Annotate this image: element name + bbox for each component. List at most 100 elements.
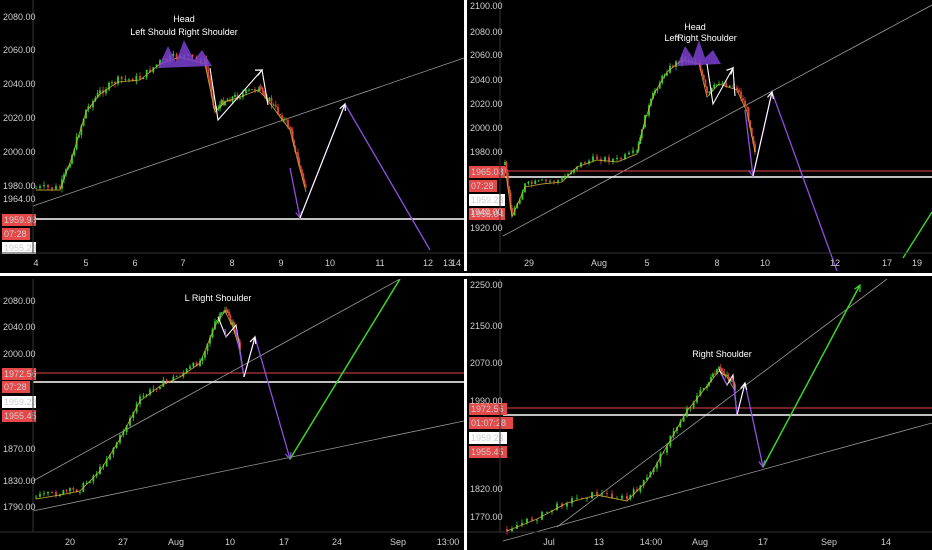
p1-candle [224, 101, 226, 106]
chart-panel-bottom-left[interactable]: L Right Shoulder 1972.56 07:28 1959.23 1955.… [0, 279, 464, 550]
x-tick-label: Aug [168, 537, 184, 547]
white-zigzag-arrow [706, 63, 736, 106]
p1-candle [73, 149, 76, 156]
price-tag-1955-45: 1955.45 [4, 411, 37, 421]
y-tick-label: 1964.00 [3, 194, 36, 204]
p1-candle [172, 53, 175, 56]
white-arrow-head [767, 90, 775, 99]
x-tick-label: 10 [325, 258, 335, 268]
p1-candle [139, 75, 141, 80]
p3-candle [239, 342, 241, 349]
upper-trendline [556, 279, 888, 528]
chart-panel-top-left[interactable]: Head Left Should Right Shoulder 1959.98 07:… [0, 0, 464, 271]
purple-arrow-stub [732, 378, 738, 416]
p1-candle [131, 78, 134, 82]
p1-candle [108, 82, 110, 90]
y-tick-label: 1830.00 [3, 476, 36, 486]
p3-candle [115, 442, 118, 449]
p4-candle [571, 498, 573, 504]
annotation-head: Head [173, 14, 195, 24]
p3-candle [35, 496, 37, 498]
p1-candle [277, 106, 279, 115]
p2-candle [584, 162, 586, 164]
p1-candle [155, 64, 158, 68]
p3-candle [145, 394, 148, 396]
p2-candle [656, 88, 659, 91]
x-tick-label: Sep [821, 537, 837, 547]
p3-candle [201, 357, 204, 361]
p1-candle [43, 185, 45, 187]
p3-candle [159, 386, 161, 390]
p2-candle [511, 207, 513, 216]
p3-candle [132, 412, 135, 419]
p1-candle [175, 53, 178, 58]
p4-candle [596, 491, 598, 495]
p1-moving-average [36, 56, 307, 193]
p2-candle [580, 162, 582, 167]
price-tag-1965-08: 1965.08 [471, 167, 504, 177]
p1-candle [135, 75, 138, 82]
p3-candle [155, 388, 158, 390]
chart-panel-top-right[interactable]: Head Left Right Shoulder 1965.08 07:28 1959.2… [467, 0, 932, 271]
p3-candle [152, 388, 155, 390]
p4-candle [566, 503, 568, 507]
p4-candle [581, 497, 583, 500]
p1-candle [258, 87, 261, 91]
p4-candle [731, 379, 734, 382]
green-projection-path [902, 211, 932, 259]
p2-candle [740, 91, 742, 99]
p1-candle [305, 186, 307, 187]
x-tick-label: 6 [132, 258, 137, 268]
purple-arrow-stub [720, 373, 728, 386]
p1-candle [71, 155, 73, 164]
countdown-tag-bg [2, 228, 30, 240]
y-tick-label: 2100.00 [470, 1, 503, 11]
chart-canvas-4[interactable]: Right Shoulder 1972.56 01:07:28 1959.23 1955… [467, 279, 932, 550]
p2-candle [702, 75, 705, 80]
p2-candle [549, 180, 551, 182]
p2-candle [706, 86, 708, 94]
trendline [502, 4, 932, 237]
p1-candle [259, 87, 262, 89]
p1-candle [80, 125, 83, 136]
countdown-tag-bg [469, 180, 497, 192]
p1-candle [236, 94, 239, 99]
chart-canvas-3[interactable]: L Right Shoulder 1972.56 07:28 1959.23 1955.… [0, 279, 464, 550]
p2-candle [666, 72, 668, 76]
p3-candle [89, 481, 91, 483]
y-tick-label: 2040.00 [470, 75, 503, 85]
p1-candle [245, 89, 247, 94]
white-arrow-head [726, 67, 734, 75]
p3-candle [79, 491, 81, 493]
p2-candle [715, 84, 718, 86]
p1-candle [285, 118, 287, 121]
p3-candle [232, 322, 234, 325]
x-tick-label: 24 [332, 537, 342, 547]
countdown-tag: 07:28 [4, 382, 27, 392]
chart-panel-bottom-right[interactable]: Right Shoulder 1972.56 01:07:28 1959.23 1955… [467, 279, 932, 550]
p2-moving-average [504, 59, 756, 219]
x-tick-label: 10 [760, 258, 770, 268]
p3-candle [226, 311, 229, 313]
p4-candle [526, 518, 528, 523]
p1-candle [63, 174, 65, 180]
p4-candle [601, 493, 603, 495]
p3-candle [72, 488, 75, 490]
price-tag-1955-04-bg [469, 208, 505, 220]
p2-candle [564, 176, 566, 179]
p4-candle [716, 369, 718, 375]
p1-candle [96, 93, 99, 98]
p2-candle [506, 172, 509, 187]
p1-candle [294, 146, 297, 153]
x-tick-label: 14 [881, 537, 891, 547]
lower-trendline [502, 422, 932, 542]
p2-candle [672, 65, 674, 67]
p2-candle [620, 158, 622, 159]
chart-canvas-1[interactable]: Head Left Should Right Shoulder 1959.98 07:… [0, 0, 464, 271]
p2-candle [505, 162, 508, 173]
p1-candle [82, 118, 85, 126]
horizontal-divider[interactable] [0, 271, 932, 279]
p4-candle [718, 367, 720, 370]
p3-candle [217, 319, 220, 321]
